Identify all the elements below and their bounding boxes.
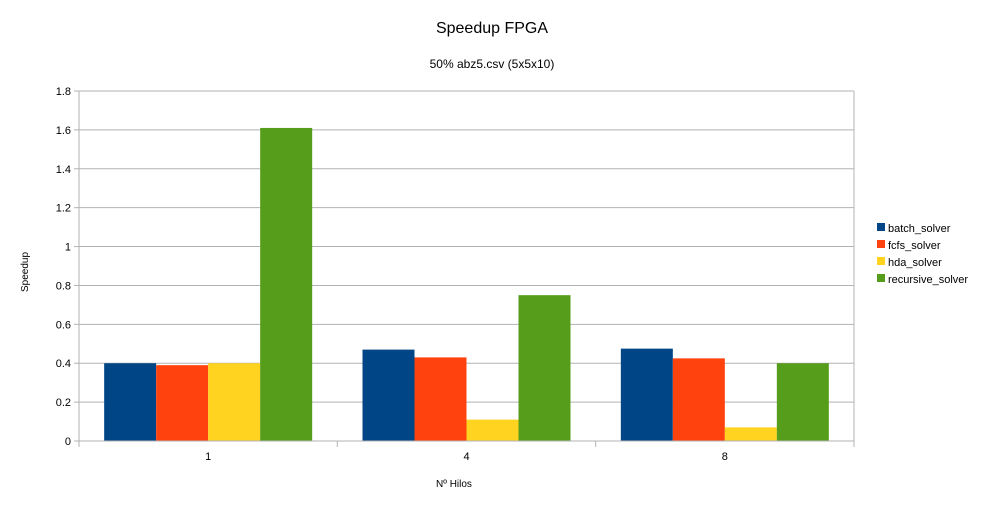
y-tick-label: 0.8 [56,280,71,292]
bars [104,127,829,441]
bar-hda_solver-8 [724,427,777,441]
legend-label-hda_solver: hda_solver [888,257,942,269]
legend-swatch-batch_solver [877,223,885,231]
y-axis-ticks: 0 0.2 0.4 0.6 0.8 1 1.2 1.4 1.6 1.8 [56,86,79,448]
legend-swatch-fcfs_solver [877,240,885,248]
y-tick-label: 0.6 [56,319,71,331]
bar-recursive_solver-1 [260,127,313,441]
bar-fcfs_solver-4 [414,357,467,441]
legend-label-fcfs_solver: fcfs_solver [888,240,941,252]
y-tick-label: 0 [65,436,71,448]
legend: batch_solver fcfs_solver hda_solverrecursi… [877,223,968,286]
bar-fcfs_solver-1 [156,365,209,441]
legend-swatch-hda_solver [877,257,885,265]
y-tick-label: 0.4 [56,358,71,370]
bar-batch_solver-1 [104,363,157,441]
x-axis-ticks: 1 4 8 [78,441,855,463]
y-tick-label: 1.4 [56,164,71,176]
chart-title: Speedup FPGA [436,20,548,37]
bar-batch_solver-4 [362,349,415,441]
y-tick-label: 1.8 [56,86,71,98]
bar-hda_solver-1 [208,363,261,441]
axes [78,90,855,442]
x-tick-label: 4 [463,451,469,463]
x-axis-label: Nº Hilos [436,479,472,490]
bar-recursive_solver-8 [776,363,829,441]
x-tick-label: 1 [205,451,211,463]
bar-recursive_solver-4 [518,295,571,441]
bar-hda_solver-4 [466,419,519,441]
bar-fcfs_solver-8 [672,358,725,441]
y-tick-label: 1.6 [56,125,71,137]
legend-label-recursive_solver: recursive_solver [888,274,968,286]
x-tick-label: 8 [722,451,728,463]
y-axis-label: Speedup [20,252,31,292]
y-tick-label: 1.2 [56,203,71,215]
y-tick-label: 1 [65,242,71,254]
y-tick-label: 0.2 [56,397,71,409]
legend-swatch-recursive_solver [877,274,885,282]
bar-batch_solver-8 [620,348,673,441]
legend-label-batch_solver: batch_solver [888,223,951,235]
chart-subtitle: 50% abz5.csv (5x5x10) [430,57,555,71]
